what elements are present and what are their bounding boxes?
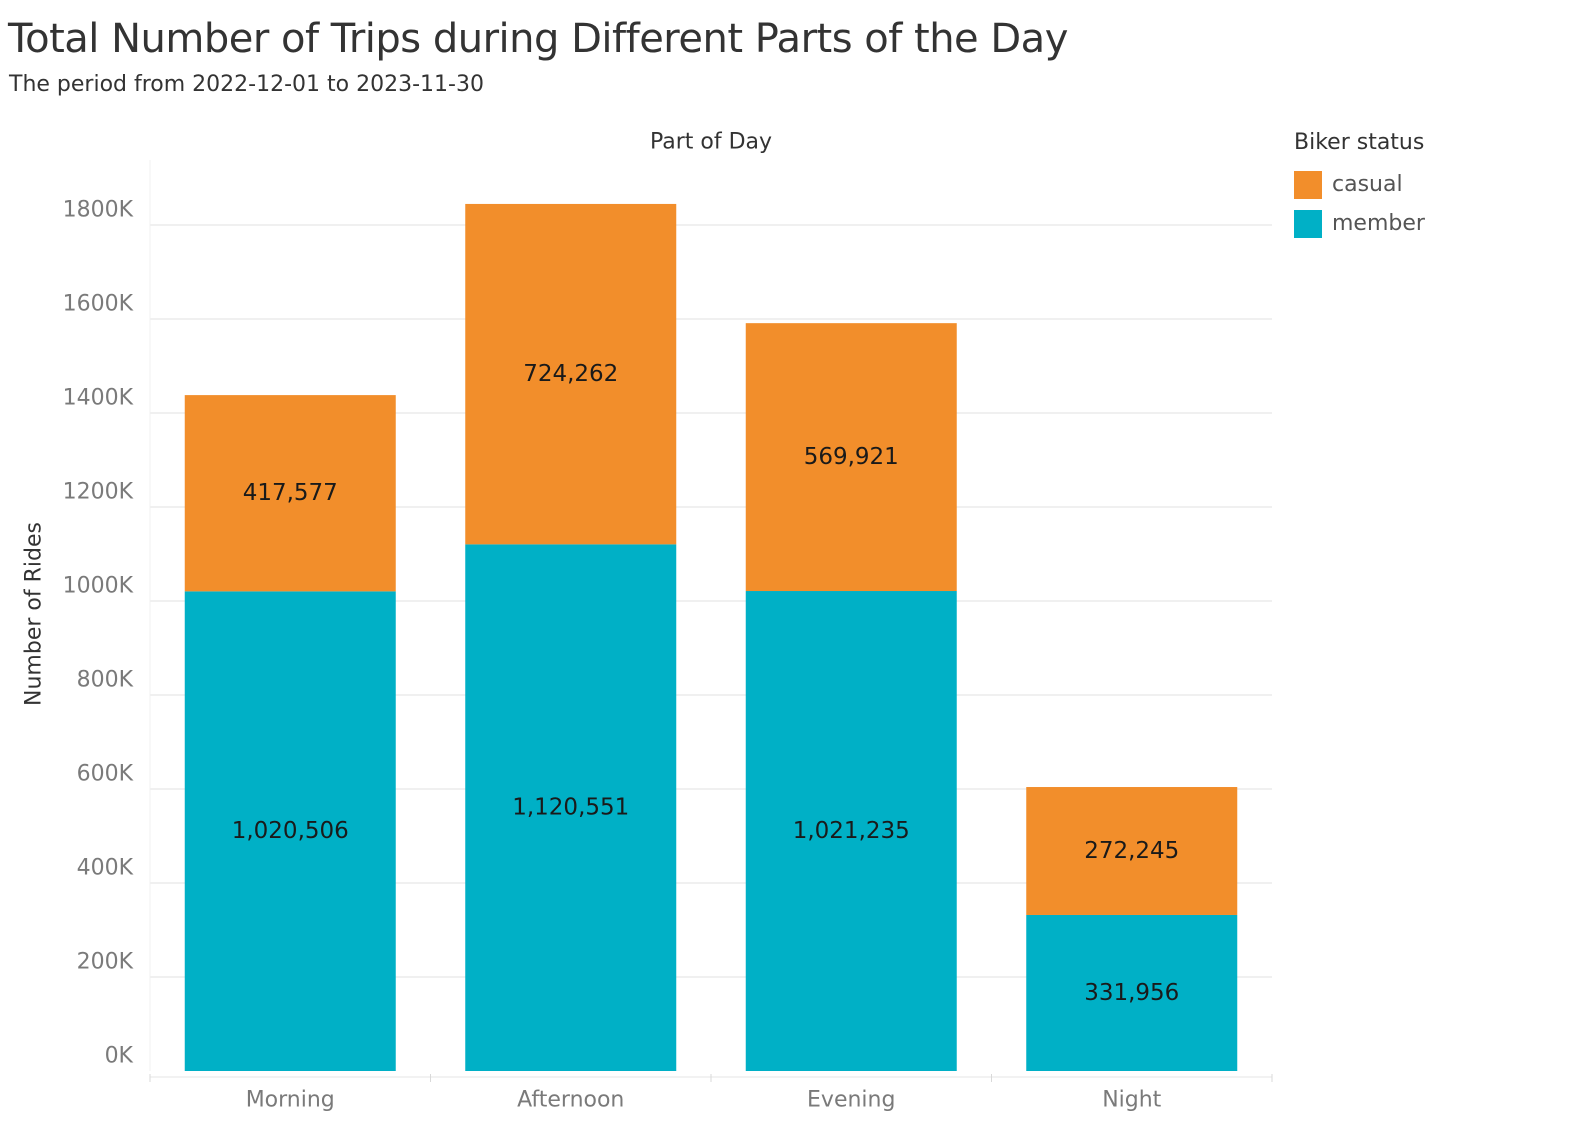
data-label-member-night: 331,956: [1084, 980, 1179, 1006]
bar-casual-morning[interactable]: [184, 395, 396, 592]
data-label-member-afternoon: 1,120,551: [512, 795, 629, 821]
bar-member-night[interactable]: [1026, 914, 1238, 1071]
y-tick-label: 1600K: [63, 292, 134, 317]
y-tick-label: 0K: [105, 1044, 134, 1069]
data-label-casual-evening: 569,921: [804, 444, 899, 470]
legend-item-casual[interactable]: casual: [1294, 165, 1425, 204]
x-tick-label: Morning: [246, 1088, 335, 1113]
data-label-casual-night: 272,245: [1084, 838, 1179, 864]
y-tick-label: 1400K: [63, 386, 134, 411]
legend-label-casual: casual: [1332, 172, 1403, 197]
bar-member-morning[interactable]: [184, 591, 396, 1071]
x-tick-label: Afternoon: [517, 1088, 624, 1113]
axes: 0K 200K 400K 600K 800K 1000K 1200K 1400K 1600K 18…: [22, 130, 1273, 1113]
y-tick-label: 200K: [77, 950, 134, 975]
data-labels: 1,020,506 417,577 1,120,551 724,262 1,021,23…: [232, 361, 1180, 1006]
legend-label-member: member: [1332, 211, 1425, 236]
x-tick-label: Night: [1102, 1088, 1161, 1113]
bar-casual-afternoon[interactable]: [465, 203, 677, 545]
y-tick-label: 1000K: [63, 574, 134, 599]
legend: Biker status casual member: [1294, 130, 1425, 243]
legend-swatch-member: [1294, 209, 1322, 238]
legend-title: Biker status: [1294, 130, 1425, 155]
data-label-casual-morning: 417,577: [243, 480, 338, 506]
data-label-member-morning: 1,020,506: [232, 818, 349, 844]
x-axis-title: Part of Day: [650, 130, 772, 155]
chart-subtitle: The period from 2022-12-01 to 2023-11-30: [9, 72, 484, 97]
x-tick-label: Evening: [807, 1088, 895, 1113]
chart-title: Total Number of Trips during Different P…: [8, 16, 1068, 62]
legend-item-member[interactable]: member: [1294, 204, 1425, 243]
y-tick-label: 800K: [77, 668, 134, 693]
y-tick-label: 1800K: [63, 198, 134, 223]
y-axis-title: Number of Rides: [22, 522, 47, 706]
legend-swatch-casual: [1294, 170, 1322, 199]
y-tick-label: 1200K: [63, 480, 134, 505]
data-label-casual-afternoon: 724,262: [523, 361, 618, 387]
y-tick-label: 600K: [77, 762, 134, 787]
bar-casual-evening[interactable]: [745, 323, 957, 592]
bar-casual-night[interactable]: [1026, 787, 1238, 915]
y-tick-label: 400K: [77, 856, 134, 881]
bar-member-afternoon[interactable]: [465, 544, 677, 1071]
bars: [184, 203, 1238, 1071]
data-label-member-evening: 1,021,235: [793, 818, 910, 844]
bar-member-evening[interactable]: [745, 591, 957, 1071]
